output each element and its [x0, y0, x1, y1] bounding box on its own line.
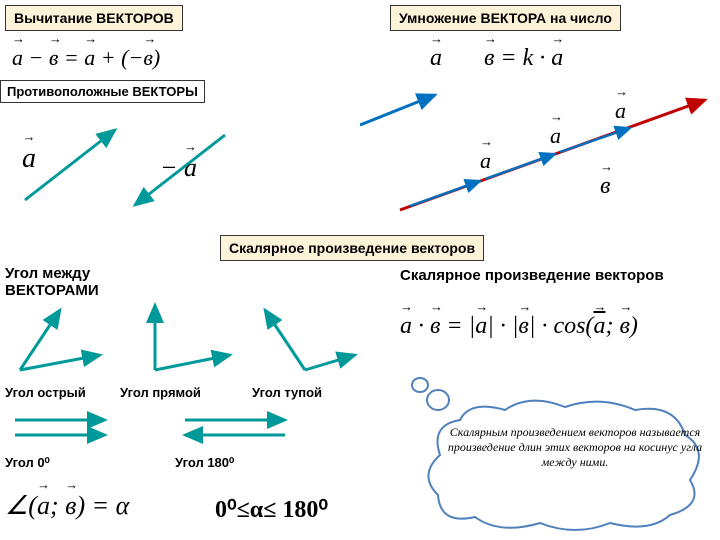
definition-text: Скалярным произведением векторов называе…	[445, 425, 705, 470]
angle-between-heading: Угол между ВЕКТОРАМИ	[5, 265, 135, 299]
acute-label: Угол острый	[5, 385, 86, 400]
subtraction-formula: a − в = a + (−в)	[12, 42, 160, 71]
right-label: Угол прямой	[120, 385, 201, 400]
dot-product-sub-heading: Скалярное произведение векторов	[400, 267, 664, 284]
vec-a-label: a	[22, 140, 36, 175]
obtuse-label: Угол тупой	[252, 385, 322, 400]
a2: a	[550, 120, 561, 149]
zero-180-diagrams	[5, 410, 325, 450]
v-label: в	[600, 170, 610, 200]
scalar-mult-diagram	[360, 70, 720, 230]
opposite-vectors-diagram	[5, 110, 245, 230]
scalar-mult-formula: a в = k · a	[430, 42, 563, 72]
angle-diagrams	[5, 300, 365, 385]
a3: a	[615, 95, 626, 124]
scalar-mult-heading: Умножение ВЕКТОРА на число	[390, 5, 621, 31]
a1: a	[480, 145, 491, 174]
subtraction-heading: Вычитание ВЕКТОРОВ	[5, 5, 183, 31]
vec-neg-a-label: − a	[160, 150, 197, 183]
dot-product-heading: Скалярное произведение векторов	[220, 235, 484, 261]
straight-label: Угол 180⁰	[175, 455, 234, 471]
dot-product-formula: a · в = |a| · |в| · cos(a; в)	[400, 310, 638, 340]
angle-notation: ∠(a; в) = α	[5, 488, 129, 521]
range: 0⁰≤α≤ 180⁰	[215, 495, 328, 524]
zero-label: Угол 0⁰	[5, 455, 50, 471]
opposite-heading: Противоположные ВЕКТОРЫ	[0, 80, 205, 103]
